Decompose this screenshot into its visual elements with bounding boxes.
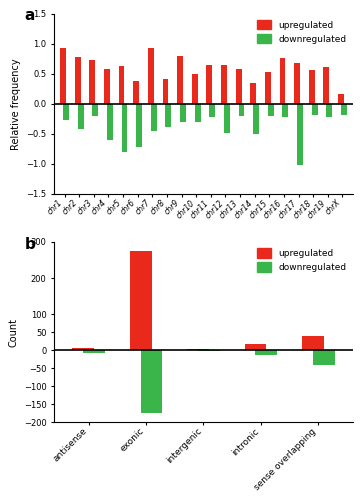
Bar — [198, 350, 220, 352]
Legend: upregulated, downregulated: upregulated, downregulated — [256, 246, 348, 274]
Bar — [141, 350, 162, 414]
Text: a: a — [25, 8, 35, 23]
Bar — [279, 58, 286, 104]
Y-axis label: Count: Count — [8, 318, 18, 346]
Bar — [206, 66, 212, 104]
Bar — [326, 104, 332, 117]
Legend: upregulated, downregulated: upregulated, downregulated — [256, 18, 348, 46]
Bar — [255, 350, 277, 354]
Bar — [60, 48, 66, 104]
Bar — [187, 349, 209, 350]
Bar — [63, 104, 69, 120]
Bar — [268, 104, 274, 116]
Bar — [265, 72, 271, 104]
Bar — [221, 64, 227, 104]
Bar — [165, 104, 171, 126]
Text: b: b — [25, 236, 35, 252]
Bar — [323, 67, 329, 104]
Bar — [119, 66, 125, 104]
Bar — [90, 60, 95, 104]
Bar — [122, 104, 127, 152]
Bar — [341, 104, 347, 115]
Bar — [294, 64, 300, 104]
Bar — [78, 104, 83, 129]
Bar — [302, 336, 324, 350]
Bar — [250, 84, 256, 104]
Bar — [177, 56, 183, 104]
Bar — [83, 350, 105, 353]
Bar — [236, 69, 242, 104]
Bar — [75, 57, 81, 104]
Bar — [148, 48, 154, 104]
Bar — [133, 81, 139, 104]
Bar — [192, 74, 197, 104]
Bar — [253, 104, 259, 134]
Bar — [195, 104, 201, 122]
Bar — [180, 104, 186, 122]
Bar — [162, 79, 168, 104]
Bar — [107, 104, 113, 140]
Bar — [309, 70, 315, 104]
Bar — [244, 344, 266, 350]
Y-axis label: Relative frequency: Relative frequency — [11, 58, 21, 150]
Bar — [72, 348, 94, 350]
Bar — [239, 104, 244, 116]
Bar — [297, 104, 303, 165]
Bar — [338, 94, 344, 104]
Bar — [92, 104, 98, 116]
Bar — [151, 104, 157, 131]
Bar — [313, 350, 335, 366]
Bar — [136, 104, 142, 147]
Bar — [104, 69, 110, 104]
Bar — [312, 104, 318, 115]
Bar — [282, 104, 288, 117]
Bar — [224, 104, 230, 132]
Bar — [209, 104, 215, 117]
Bar — [130, 251, 152, 350]
